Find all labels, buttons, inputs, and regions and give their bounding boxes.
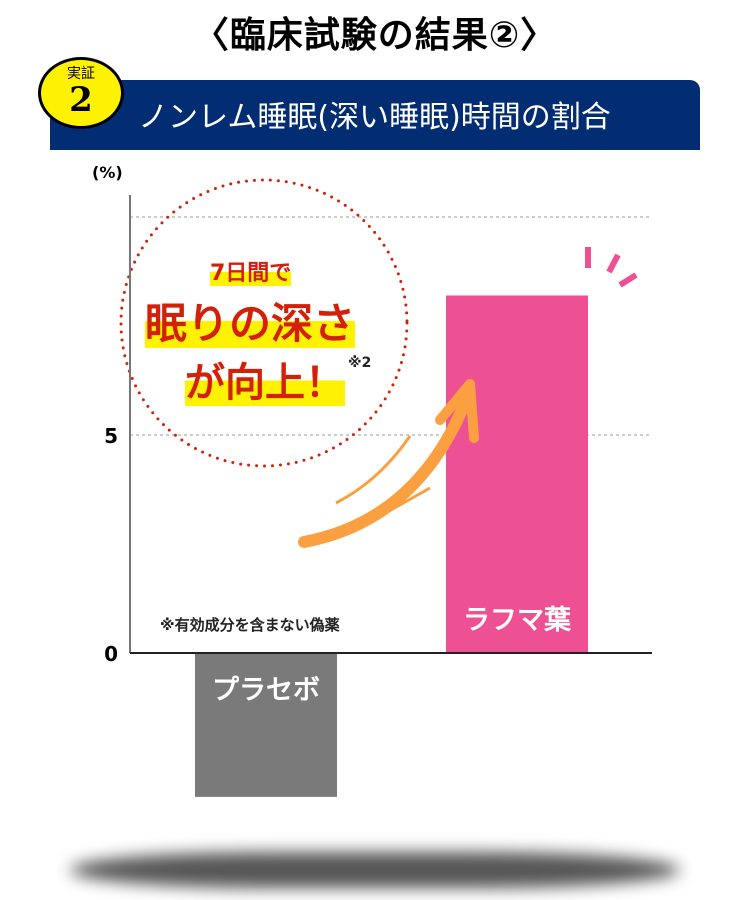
sparkle-icon bbox=[606, 253, 621, 274]
arrow-icon bbox=[298, 389, 474, 548]
y-tick-label: 0 bbox=[104, 642, 118, 666]
bottom-shadow bbox=[70, 852, 680, 888]
badge-number: 2 bbox=[69, 80, 93, 120]
y-tick-label: 5 bbox=[104, 424, 118, 448]
banner-title: ノンレム睡眠(深い睡眠)時間の割合 bbox=[138, 100, 611, 135]
proof-badge: 実証 2 bbox=[38, 57, 124, 129]
motion-line-icon bbox=[359, 486, 431, 529]
section-banner bbox=[50, 80, 700, 150]
callout-line2: 眠りの深さ bbox=[145, 299, 356, 348]
badge-label: 実証 bbox=[67, 66, 95, 82]
arrow-head-icon bbox=[435, 379, 479, 443]
placebo-note: ※有効成分を含まない偽薬 bbox=[160, 616, 340, 634]
sparkle-icon bbox=[618, 272, 638, 288]
bar-1 bbox=[446, 295, 588, 653]
callout-circle bbox=[119, 178, 409, 468]
callout-line3: が向上！ bbox=[185, 360, 345, 406]
callout-line1: 7日間で bbox=[210, 261, 292, 286]
bar-label-placebo: プラセボ bbox=[212, 675, 320, 706]
callout-footnote: ※2 bbox=[348, 355, 372, 371]
motion-line-icon bbox=[335, 435, 412, 505]
y-axis-unit: (%) bbox=[92, 163, 123, 182]
bar-0 bbox=[195, 653, 337, 797]
page-title: 〈臨床試験の結果②〉 bbox=[192, 15, 558, 56]
bar-label-rafuma: ラフマ葉 bbox=[463, 605, 571, 636]
